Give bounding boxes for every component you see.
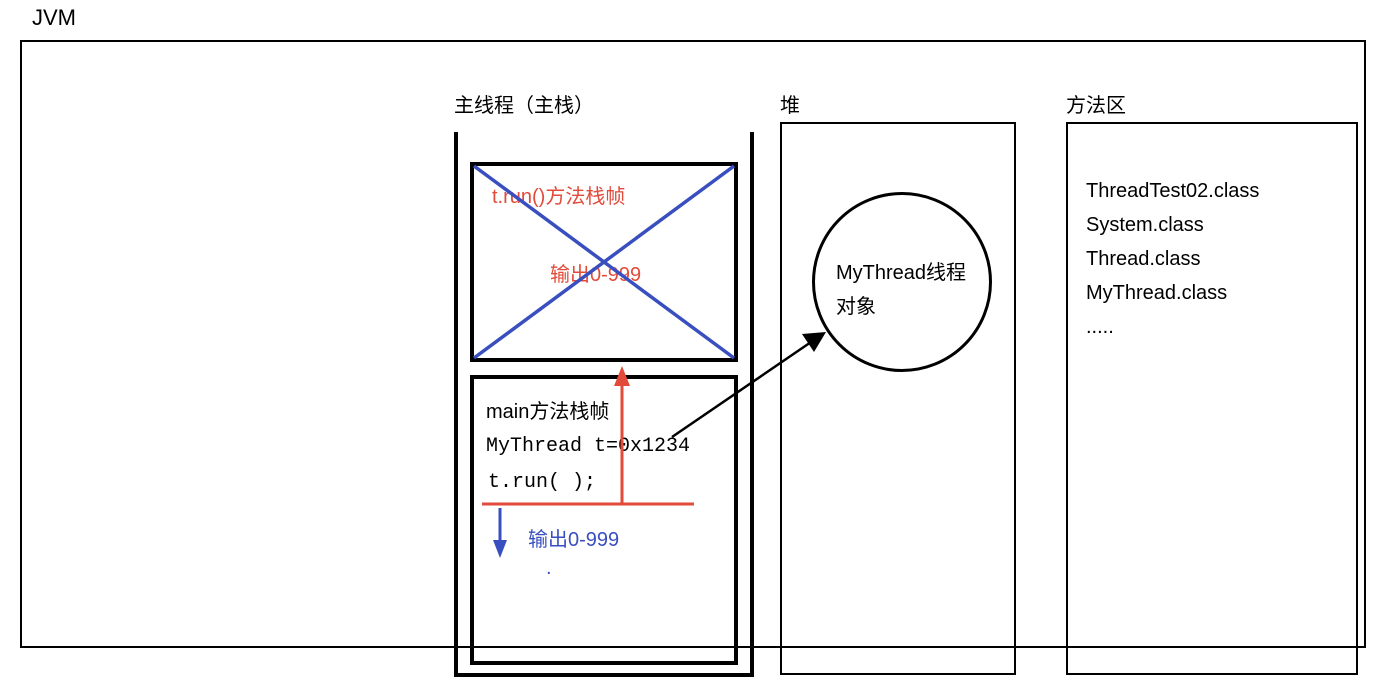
run-frame-label: t.run()方法栈帧 [492,180,625,209]
method-area-region-title: 方法区 [1066,89,1126,118]
main-frame-dot: . [546,557,552,580]
heap-region-title: 堆 [780,89,800,118]
stack-frame-main: main方法栈帧 MyThread t=0x1234 t.run( ); 输出0… [470,375,738,665]
class-entry: System.class [1086,214,1204,237]
jvm-title: JVM [32,5,76,31]
class-entry: MyThread.class [1086,282,1227,305]
stack-region-title: 主线程（主栈） [454,89,594,118]
stack-frame-run: t.run()方法栈帧 输出0-999 [470,162,738,362]
heap-object-label2: 对象 [836,290,876,319]
main-frame-code2: t.run( ); [488,471,596,494]
class-entry: ThreadTest02.class [1086,180,1259,203]
heap-object-label1: MyThread线程 [836,256,966,285]
class-entry: ..... [1086,316,1114,339]
method-area-box: ThreadTest02.class System.class Thread.c… [1066,122,1358,675]
run-frame-output: 输出0-999 [550,258,641,287]
main-frame-label: main方法栈帧 [486,395,609,424]
main-frame-code1: MyThread t=0x1234 [486,435,690,458]
jvm-container: 主线程（主栈） 堆 方法区 t.run()方法栈帧 输出0-999 main方法… [20,40,1366,648]
main-frame-output: 输出0-999 [528,523,619,552]
class-entry: Thread.class [1086,248,1201,271]
